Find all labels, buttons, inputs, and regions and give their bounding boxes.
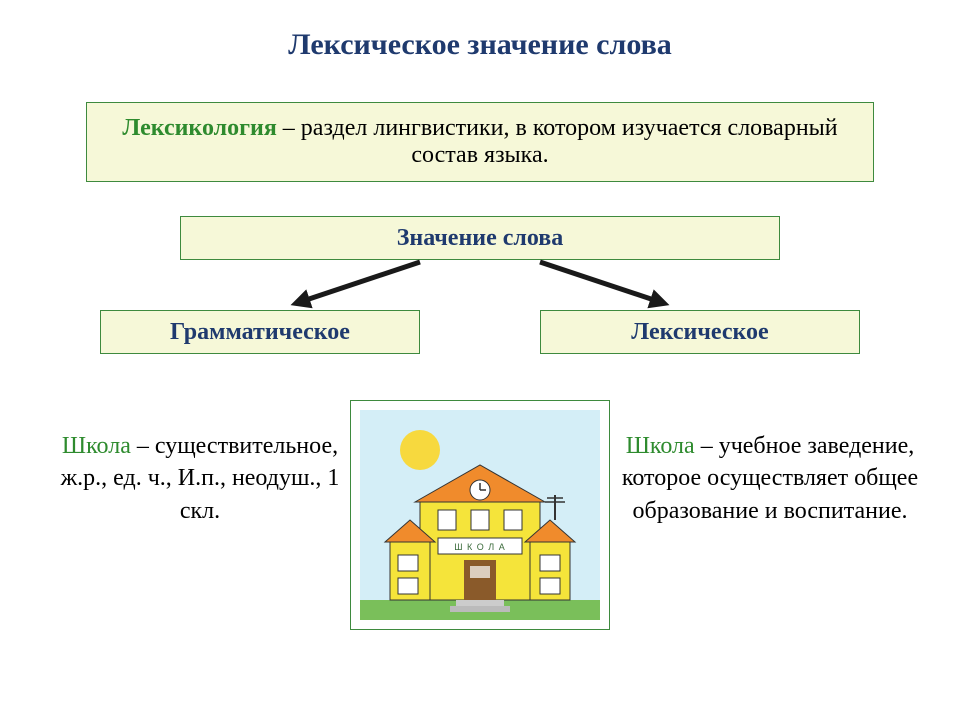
- lexical-box: Лексическое: [540, 310, 860, 354]
- definition-sep: –: [277, 115, 301, 141]
- lexical-label: Лексическое: [631, 319, 768, 346]
- example-right-sep: –: [695, 433, 719, 459]
- svg-text:Ш К О Л А: Ш К О Л А: [454, 542, 505, 552]
- definition-term: Лексикология: [122, 115, 276, 141]
- school-icon: Ш К О Л А: [360, 410, 600, 620]
- example-grammatical: Школа – существительное, ж.р., ед. ч., И…: [60, 430, 340, 527]
- definition-rest: раздел лингвистики, в котором изучается …: [301, 115, 838, 168]
- page-title: Лексическое значение слова: [0, 0, 960, 62]
- example-left-term: Школа: [62, 433, 131, 459]
- definition-box: Лексикология – раздел лингвистики, в кот…: [86, 102, 874, 182]
- meaning-box: Значение слова: [180, 216, 780, 260]
- meaning-label: Значение слова: [397, 225, 564, 252]
- example-right-term: Школа: [626, 433, 695, 459]
- grammatical-label: Грамматическое: [170, 319, 350, 346]
- grammatical-box: Грамматическое: [100, 310, 420, 354]
- definition-text: Лексикология – раздел лингвистики, в кот…: [87, 115, 873, 169]
- example-left-sep: –: [131, 433, 155, 459]
- example-lexical: Школа – учебное заведение, которое осуще…: [620, 430, 920, 527]
- school-image-box: Ш К О Л А: [350, 400, 610, 630]
